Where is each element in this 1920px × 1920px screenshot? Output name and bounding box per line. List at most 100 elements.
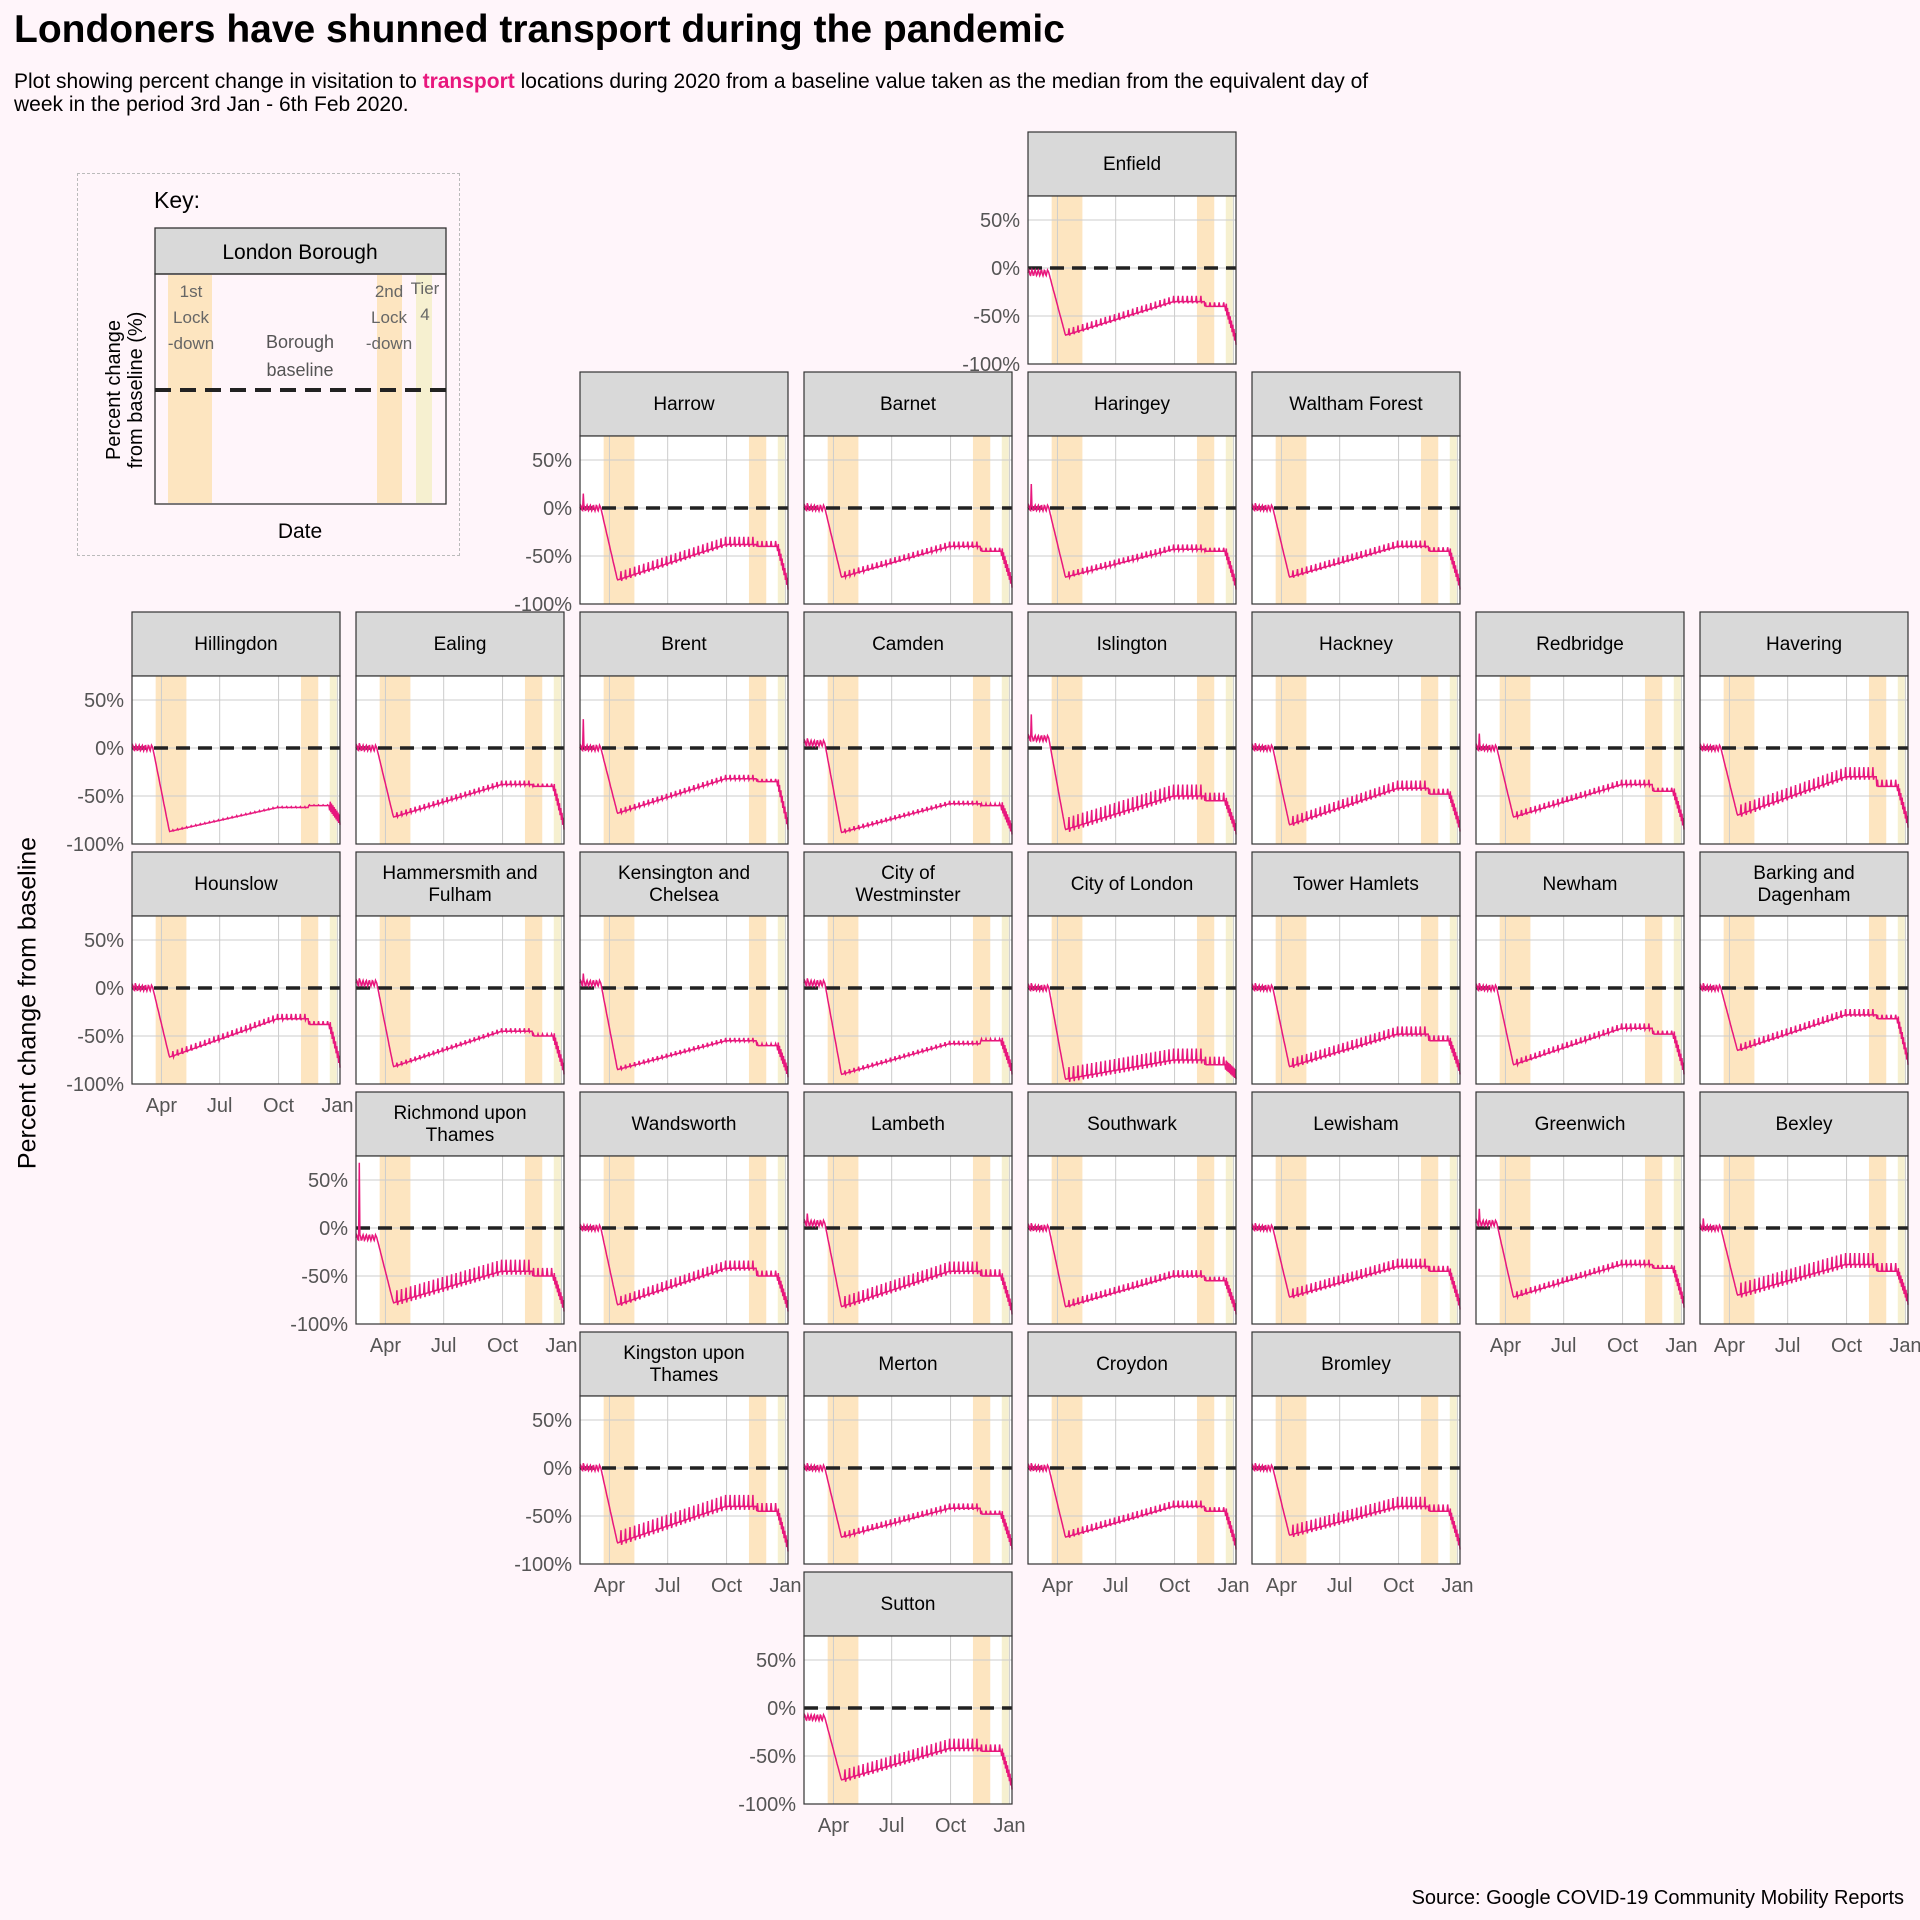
facet-strip: [355, 1091, 565, 1157]
facet-band: [1420, 916, 1439, 1084]
series-line: [579, 493, 789, 590]
facet-title: City of: [881, 863, 936, 884]
facet-band: [827, 676, 859, 844]
facet-strip: [579, 1091, 789, 1157]
facet-strip: [1027, 131, 1237, 197]
facet-frame: [355, 675, 565, 845]
series-line: [1699, 982, 1909, 1065]
facet-band: [603, 676, 635, 844]
facet-band: [972, 1636, 991, 1804]
facet-frame: [355, 1155, 565, 1325]
facet-frame: [1251, 675, 1461, 845]
facet-panel: Islington: [1027, 611, 1237, 845]
facet-band: [379, 676, 411, 844]
facet-band: [1449, 916, 1457, 1084]
facet-title: Greenwich: [1535, 1114, 1626, 1135]
facet-band: [155, 916, 187, 1084]
facet-panel: Hillingdon 50% 0% -50% -100%: [66, 611, 341, 856]
y-tick-label: 50%: [84, 690, 124, 712]
series-line: [355, 977, 565, 1075]
facet-strip: [355, 851, 565, 917]
facet-frame: [131, 915, 341, 1085]
facet-title: Camden: [872, 634, 944, 655]
facet-band: [1225, 436, 1233, 604]
facet-frame: [1251, 1155, 1461, 1325]
facet-title: Ealing: [434, 634, 487, 655]
series-line: [1027, 1222, 1237, 1315]
facet-band: [379, 916, 411, 1084]
facet-band: [1673, 1156, 1681, 1324]
x-tick-label: Oct: [263, 1095, 295, 1117]
facet-frame: [131, 675, 341, 845]
y-tick-label: -50%: [301, 1266, 348, 1288]
facet-strip: [1027, 1091, 1237, 1157]
x-tick-label: Apr: [146, 1095, 177, 1117]
x-tick-label: Jan: [1217, 1575, 1249, 1597]
y-tick-label: 50%: [756, 1650, 796, 1672]
facet-band: [1225, 196, 1233, 364]
facet-title: Hackney: [1319, 634, 1393, 655]
facet-panel: Redbridge: [1475, 611, 1685, 845]
facet-panel: Sutton 50% 0% -50% -100% Apr Jul Oct Jan: [738, 1571, 1026, 1837]
facet-frame: [1699, 915, 1909, 1085]
facet-strip: [803, 851, 1013, 917]
facet-band: [972, 1396, 991, 1564]
facet-frame: [1027, 1155, 1237, 1325]
y-tick-label: -100%: [962, 354, 1020, 376]
y-tick-label: 50%: [532, 450, 572, 472]
facet-band: [155, 676, 187, 844]
series-line: [803, 1711, 1013, 1790]
series-line: [1251, 502, 1461, 590]
facet-band: [1868, 916, 1887, 1084]
series-line: [355, 742, 565, 830]
facet-band: [1196, 1156, 1215, 1324]
y-tick-label: 0%: [543, 498, 572, 520]
facet-panel: Enfield 50% 0% -50% -100%: [962, 131, 1237, 376]
facet-band: [1644, 1156, 1663, 1324]
facet-title: Westminster: [855, 885, 961, 906]
facet-strip: [131, 611, 341, 677]
facet-title: Hounslow: [194, 874, 278, 895]
facet-frame: [1251, 1395, 1461, 1565]
facet-band: [748, 676, 767, 844]
facet-frame: [579, 435, 789, 605]
y-tick-label: -100%: [514, 594, 572, 616]
facet-band: [1275, 1396, 1307, 1564]
x-tick-label: Jan: [1665, 1335, 1697, 1357]
subtitle-highlight: transport: [422, 70, 515, 93]
facet-band: [1420, 436, 1439, 604]
facet-title: Barnet: [880, 394, 937, 415]
facet-frame: [1251, 435, 1461, 605]
facet-band: [1673, 676, 1681, 844]
series-line: [1251, 1222, 1461, 1310]
facet-strip: [579, 1331, 789, 1397]
facet-panel: Ealing: [355, 611, 565, 845]
x-tick-label: Oct: [487, 1335, 519, 1357]
facet-panel: Merton: [803, 1331, 1013, 1565]
facet-strip: [1027, 371, 1237, 437]
facet-frame: [1475, 675, 1685, 845]
facet-frame: [1251, 915, 1461, 1085]
facet-title: Croydon: [1096, 1354, 1168, 1375]
facet-band: [1001, 1636, 1009, 1804]
facet-title: Kingston upon: [623, 1343, 745, 1364]
facet-panel: Southwark: [1027, 1091, 1237, 1325]
facet-strip: [1475, 1091, 1685, 1157]
facet-frame: [803, 1635, 1013, 1805]
series-line: [131, 742, 341, 833]
x-tick-label: Jul: [1775, 1335, 1801, 1357]
facet-band: [553, 1156, 561, 1324]
series-line: [1027, 982, 1237, 1083]
y-tick-label: -100%: [66, 1074, 124, 1096]
facet-panel: City of London: [1027, 851, 1237, 1085]
facet-band: [1001, 1396, 1009, 1564]
facet-panel: Newham: [1475, 851, 1685, 1085]
x-tick-label: Apr: [370, 1335, 401, 1357]
facet-band: [1275, 436, 1307, 604]
facet-band: [777, 1396, 785, 1564]
facet-band: [1723, 676, 1755, 844]
facet-panel: Lewisham: [1251, 1091, 1461, 1325]
facet-frame: [1027, 915, 1237, 1085]
